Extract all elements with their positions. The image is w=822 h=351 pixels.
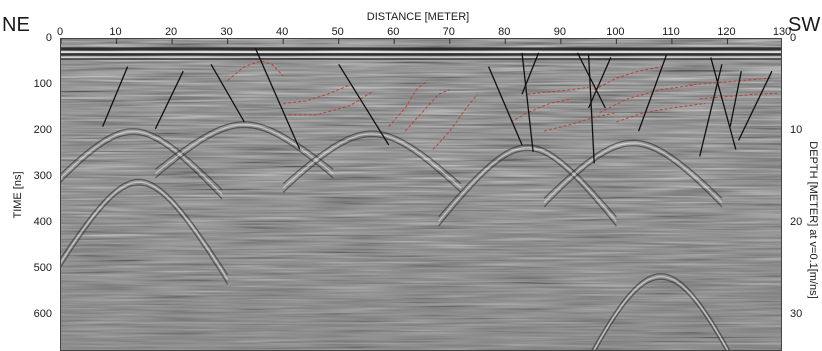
- interpreted-fault-line: [710, 57, 737, 150]
- x-tick-label: 70: [442, 26, 455, 38]
- interpreted-reflector-line: [288, 91, 373, 116]
- time-tick-label: 200: [33, 124, 52, 137]
- diffraction-hyperbola: [154, 123, 334, 175]
- interpreted-fault-line: [154, 70, 184, 130]
- x-tick-label: 100: [606, 26, 625, 38]
- interpreted-reflector-line: [388, 80, 428, 127]
- surface-reflection-band: [61, 56, 781, 58]
- x-tick-label: 40: [276, 26, 289, 38]
- depth-tick-label: 30: [790, 308, 803, 321]
- interpreted-reflector-line: [432, 93, 478, 150]
- interpreted-reflector-line: [283, 84, 350, 104]
- interpreted-fault-line: [738, 70, 773, 141]
- interpreted-fault-line: [102, 66, 129, 127]
- surface-reflection-band: [61, 58, 781, 60]
- interpreted-fault-line: [699, 64, 723, 157]
- interpreted-fault-line: [521, 52, 540, 95]
- x-tick-label: 130: [772, 26, 792, 38]
- diffraction-hyperbola: [595, 278, 727, 350]
- time-tick-label: 600: [33, 308, 52, 321]
- x-axis-title: DISTANCE [METER]: [366, 11, 470, 23]
- radargram-plot: [61, 39, 781, 350]
- interpreted-fault-line: [729, 71, 742, 127]
- interpreted-reflector-line: [404, 89, 450, 132]
- diffraction-hyperbola: [61, 178, 229, 276]
- x-tick-label: 110: [662, 26, 680, 38]
- diffraction-hyperbola: [61, 130, 223, 195]
- radargram-depth-fade: [61, 39, 781, 350]
- interpreted-fault-line: [637, 54, 668, 132]
- diffraction-hyperbola: [543, 142, 723, 203]
- interpreted-reflector-line: [544, 112, 617, 132]
- interpreted-reflector-line: [227, 60, 284, 81]
- diffraction-hyperbola: [282, 135, 462, 193]
- interpreted-reflector-line: [599, 84, 695, 114]
- diffraction-hyperbola: [543, 145, 723, 208]
- interpreted-fault-line: [576, 52, 606, 109]
- time-tick-label: 100: [33, 78, 52, 91]
- radargram-panel: [60, 38, 782, 351]
- interpreted-reflector-line: [593, 66, 661, 91]
- diffraction-hyperbola: [154, 126, 334, 179]
- surface-reflection-band: [61, 53, 781, 56]
- left-axis-title: TIME [ns]: [12, 171, 24, 219]
- diffraction-hyperbola: [593, 275, 729, 350]
- x-tick-label: 80: [498, 26, 511, 38]
- diffraction-hyperbola: [61, 181, 229, 280]
- right-axis-title: DEPTH [METER] at v=0.1[m/ns]: [807, 141, 819, 299]
- depth-tick-label: 0: [790, 32, 797, 44]
- diffraction-hyperbola: [61, 184, 229, 285]
- interpreted-fault-line: [254, 47, 301, 150]
- interpreted-reflector-line: [688, 77, 772, 86]
- diffraction-hyperbola: [543, 139, 723, 199]
- diffraction-hyperbola: [282, 133, 462, 189]
- x-tick-label: 60: [387, 26, 400, 38]
- interpreted-reflector-line: [699, 92, 778, 100]
- interpreted-reflector-line: [510, 98, 573, 123]
- x-tick-label: 90: [553, 26, 566, 38]
- interpreted-fault-line: [521, 52, 534, 152]
- depth-tick-label: 20: [790, 216, 803, 229]
- x-tick-label: 30: [220, 26, 233, 38]
- surface-reflection-band: [61, 51, 781, 54]
- interpreted-fault-line: [488, 66, 523, 146]
- interpreted-fault-line: [587, 55, 595, 164]
- interpreted-reflector-line: [527, 86, 589, 95]
- diffraction-hyperbola: [438, 144, 617, 218]
- time-tick-label: 300: [33, 170, 52, 183]
- diffraction-hyperbola: [61, 128, 223, 191]
- diffraction-hyperbola: [591, 273, 731, 350]
- interpreted-fault-line: [210, 63, 245, 123]
- direction-label-ne: NE: [2, 14, 30, 36]
- time-tick-label: 0: [45, 32, 52, 44]
- time-tick-label: 400: [33, 216, 52, 229]
- x-tick-label: 10: [109, 26, 122, 38]
- x-tick-label: 50: [331, 26, 344, 38]
- x-tick-label: 20: [164, 26, 178, 38]
- diffraction-hyperbola: [282, 130, 462, 185]
- depth-tick-label: 10: [790, 124, 803, 137]
- diffraction-hyperbola: [438, 149, 617, 227]
- interpreted-fault-line: [588, 57, 612, 109]
- surface-reflection-band: [61, 47, 781, 51]
- direction-label-sw: SW: [788, 14, 821, 36]
- x-tick-label: 0: [56, 26, 64, 38]
- time-tick-label: 500: [33, 262, 52, 275]
- x-tick-label: 120: [717, 26, 736, 38]
- diffraction-hyperbola: [61, 133, 223, 200]
- diffraction-hyperbola: [438, 146, 617, 222]
- interpreted-fault-line: [338, 63, 390, 146]
